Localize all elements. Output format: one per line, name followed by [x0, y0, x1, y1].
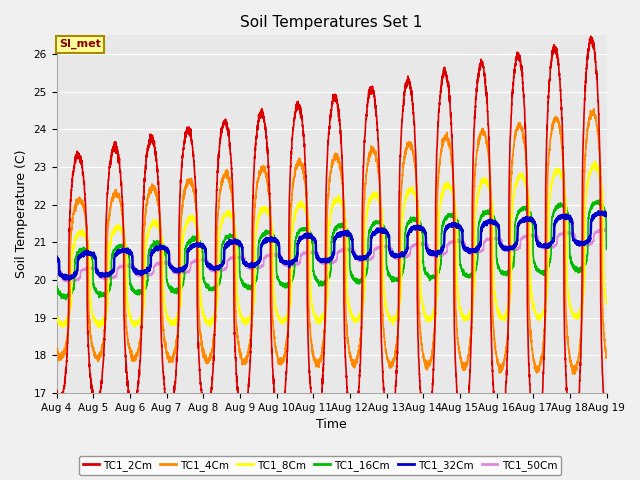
TC1_32Cm [602, 213, 610, 218]
TC1_4Cm [52, 345, 60, 351]
TC1_50Cm [152, 262, 159, 267]
TC1_32Cm [455, 223, 463, 229]
TC1_2Cm [152, 148, 159, 154]
TC1_16Cm [52, 285, 60, 291]
TC1_8Cm [424, 313, 432, 319]
TC1_2Cm [486, 171, 493, 177]
TC1_8Cm [603, 301, 611, 307]
TC1_16Cm [152, 241, 159, 247]
TC1_50Cm [486, 236, 494, 242]
TC1_32Cm [486, 220, 494, 226]
Line: TC1_50Cm: TC1_50Cm [56, 228, 607, 282]
Line: TC1_32Cm: TC1_32Cm [56, 212, 607, 280]
TC1_4Cm [455, 348, 463, 353]
TC1_2Cm [602, 428, 610, 433]
TC1_32Cm [52, 254, 60, 260]
TC1_50Cm [52, 269, 60, 275]
TC1_4Cm [603, 355, 611, 360]
TC1_50Cm [455, 237, 463, 243]
TC1_32Cm [65, 277, 73, 283]
TC1_8Cm [455, 300, 463, 306]
TC1_8Cm [591, 158, 599, 164]
TC1_8Cm [311, 314, 319, 320]
Legend: TC1_2Cm, TC1_4Cm, TC1_8Cm, TC1_16Cm, TC1_32Cm, TC1_50Cm: TC1_2Cm, TC1_4Cm, TC1_8Cm, TC1_16Cm, TC1… [79, 456, 561, 475]
TC1_4Cm [602, 355, 610, 360]
TC1_50Cm [424, 243, 432, 249]
TC1_2Cm [603, 432, 611, 437]
TC1_16Cm [455, 225, 463, 231]
TC1_2Cm [568, 443, 576, 449]
TC1_16Cm [62, 297, 70, 302]
X-axis label: Time: Time [316, 419, 347, 432]
TC1_8Cm [52, 316, 60, 322]
TC1_32Cm [598, 209, 606, 215]
TC1_4Cm [424, 362, 432, 368]
TC1_4Cm [590, 106, 598, 112]
TC1_32Cm [311, 238, 319, 243]
TC1_50Cm [63, 279, 71, 285]
Line: TC1_4Cm: TC1_4Cm [56, 109, 607, 374]
TC1_8Cm [602, 300, 610, 306]
Line: TC1_8Cm: TC1_8Cm [56, 161, 607, 328]
TC1_16Cm [603, 246, 611, 252]
TC1_16Cm [424, 271, 432, 277]
TC1_16Cm [486, 209, 494, 215]
TC1_32Cm [424, 249, 432, 255]
TC1_8Cm [96, 325, 104, 331]
Text: SI_met: SI_met [60, 39, 101, 49]
TC1_2Cm [587, 33, 595, 39]
TC1_4Cm [152, 191, 159, 196]
TC1_2Cm [311, 418, 319, 423]
TC1_16Cm [602, 219, 610, 225]
TC1_50Cm [602, 227, 610, 233]
TC1_50Cm [603, 228, 611, 233]
TC1_2Cm [455, 409, 463, 415]
TC1_4Cm [311, 357, 319, 363]
TC1_2Cm [52, 387, 60, 393]
TC1_8Cm [486, 184, 494, 190]
TC1_4Cm [486, 170, 493, 176]
Title: Soil Temperatures Set 1: Soil Temperatures Set 1 [241, 15, 423, 30]
TC1_4Cm [571, 371, 579, 377]
TC1_2Cm [424, 421, 432, 427]
TC1_16Cm [595, 197, 602, 203]
TC1_50Cm [602, 226, 609, 231]
TC1_16Cm [311, 274, 319, 279]
TC1_32Cm [152, 246, 159, 252]
TC1_50Cm [311, 250, 319, 255]
TC1_8Cm [152, 218, 159, 224]
TC1_32Cm [603, 213, 611, 219]
Line: TC1_16Cm: TC1_16Cm [56, 200, 607, 300]
Y-axis label: Soil Temperature (C): Soil Temperature (C) [15, 150, 28, 278]
Line: TC1_2Cm: TC1_2Cm [56, 36, 607, 446]
